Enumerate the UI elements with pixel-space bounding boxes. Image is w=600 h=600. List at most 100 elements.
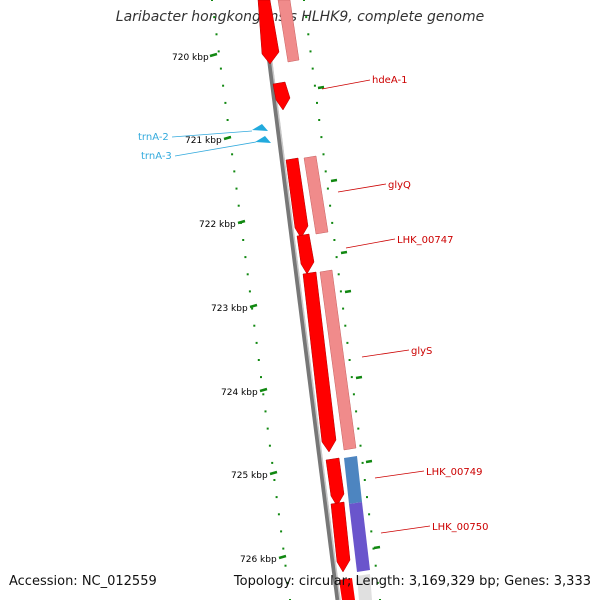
outer-dash <box>344 289 352 294</box>
map-title: Laribacter hongkongensis HLHK9, complete… <box>115 9 485 25</box>
tick-label-725: 725 kbp <box>231 471 268 481</box>
tick-724 <box>259 387 268 393</box>
trna-a3-arrow <box>255 136 271 143</box>
feature-lhk00749-red <box>325 457 345 507</box>
feature-glyq-light <box>303 155 329 235</box>
outer-dot <box>329 204 332 207</box>
scale-dot <box>248 290 251 293</box>
scale-dot <box>231 153 234 156</box>
scale-dot <box>255 341 258 344</box>
feature-lhk00749-block <box>344 456 362 504</box>
outer-dot <box>333 239 336 241</box>
outer-dot <box>359 444 362 447</box>
scale-dot <box>251 307 254 310</box>
outer-dot <box>346 341 349 344</box>
tick-726 <box>278 554 287 560</box>
scale-dot <box>219 67 222 70</box>
scale-dot <box>213 16 216 19</box>
outer-dot <box>335 256 338 259</box>
outer-dot <box>350 376 353 379</box>
tick-label-723: 723 kbp <box>211 304 248 314</box>
outer-dot <box>307 33 310 36</box>
scale-dot <box>266 427 269 430</box>
outer-dot <box>322 153 325 156</box>
gene-label-lhk00750: LHK_00750 <box>432 522 488 533</box>
scale-dot <box>262 393 265 396</box>
outer-dot <box>311 67 314 70</box>
outer-dash <box>355 375 363 380</box>
scale-dot <box>286 581 289 584</box>
trna-a2-arrow <box>252 124 268 131</box>
feature-glys-light <box>319 269 357 451</box>
tick-722 <box>237 219 246 225</box>
leader-trna-a3 <box>174 141 257 157</box>
outer-dot <box>376 581 379 584</box>
scale-dot <box>264 410 267 413</box>
outer-dash <box>330 178 338 183</box>
scale-dot <box>280 530 283 533</box>
outer-dot <box>370 530 373 533</box>
outer-dot <box>316 101 318 104</box>
tick-label-720: 720 kbp <box>172 53 209 63</box>
scale-dot <box>260 376 262 379</box>
outer-dot <box>355 410 358 413</box>
feature-top-red <box>257 0 280 65</box>
leader-glyq <box>337 183 387 193</box>
scale-dot <box>215 33 218 36</box>
scale-dot <box>284 564 287 567</box>
outer-dash <box>373 545 381 550</box>
feature-glys-red <box>302 271 337 453</box>
tick-720 <box>209 52 218 58</box>
feature-top-light <box>277 0 300 63</box>
feature-bottom-red <box>339 578 355 600</box>
scale-dot <box>233 170 236 173</box>
outer-dot <box>331 221 334 224</box>
tick-721 <box>223 135 232 141</box>
outer-dot <box>326 187 329 190</box>
accession-text: Accession: NC_012559 <box>9 574 157 589</box>
feature-glyq-red <box>285 157 309 239</box>
outer-dot <box>348 359 351 361</box>
tick-label-726: 726 kbp <box>240 555 277 565</box>
scale-dot <box>237 204 240 207</box>
outer-dot <box>352 393 355 396</box>
scale-dot <box>271 461 274 464</box>
gene-leaders <box>321 79 431 534</box>
feature-lhk00750-block <box>349 502 370 572</box>
feature-lhk00747-red <box>296 233 315 275</box>
scale-dot <box>257 359 260 361</box>
outer-dot <box>337 273 340 276</box>
trna-label-a2: trnA-2 <box>138 132 169 143</box>
tick-725 <box>269 470 278 476</box>
tick-label-721: 721 kbp <box>185 136 222 146</box>
scale-ticks: 720 kbp 721 kbp 722 kbp 723 kbp 724 kbp … <box>172 52 287 565</box>
tick-label-722: 722 kbp <box>199 220 236 230</box>
outer-dot <box>324 170 327 173</box>
tick-723 <box>249 303 258 309</box>
outer-dot <box>303 0 305 1</box>
gene-label-glyq: glyQ <box>388 180 411 191</box>
outer-dot <box>309 50 312 53</box>
gene-label-glys: glyS <box>411 346 432 357</box>
outer-dot <box>342 307 345 310</box>
feature-bottom-light <box>357 574 372 600</box>
outer-dot <box>305 16 308 19</box>
scale-dot <box>253 324 256 327</box>
outer-dot <box>344 324 347 327</box>
outer-dot <box>372 547 375 550</box>
trna-label-a3: trnA-3 <box>141 151 172 162</box>
gene-label-lhk00747: LHK_00747 <box>397 235 453 246</box>
scale-dot <box>277 513 280 516</box>
scale-dot <box>211 0 213 1</box>
outer-track-dashes <box>317 85 381 550</box>
trna-features <box>252 124 271 143</box>
scale-dot <box>222 84 225 87</box>
scale-dot <box>275 496 278 499</box>
scale-dot <box>268 444 271 447</box>
gene-label-hdea1: hdeA-1 <box>372 75 407 86</box>
leader-trna-a2 <box>171 130 253 138</box>
outer-dot <box>374 564 377 567</box>
outer-dot <box>339 290 342 293</box>
outer-dash <box>317 85 325 90</box>
